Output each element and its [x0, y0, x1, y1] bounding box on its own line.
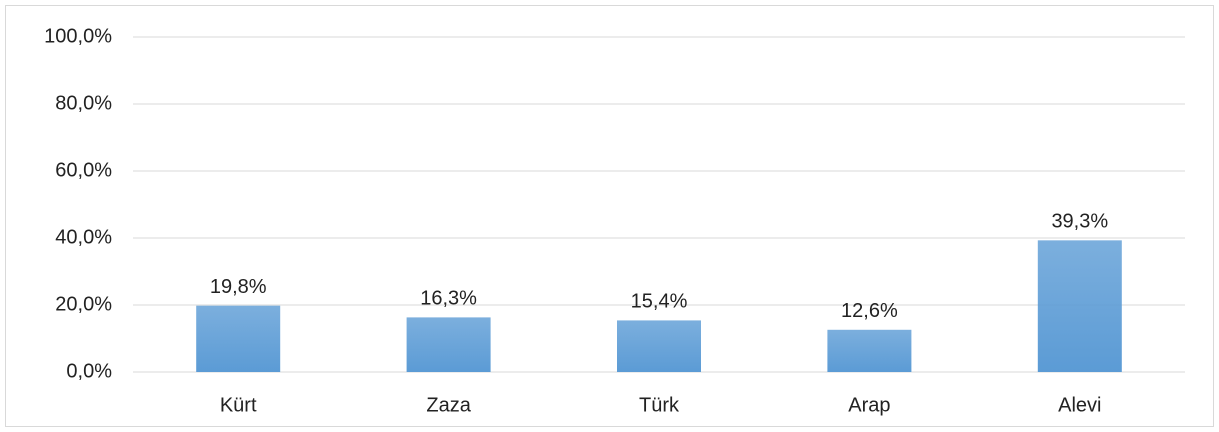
chart-frame: [5, 5, 1214, 427]
x-tick-label: Arap: [848, 394, 890, 416]
y-tick-label: 80,0%: [55, 92, 112, 114]
bar: [617, 320, 701, 372]
data-label: 39,3%: [1051, 211, 1108, 233]
bar: [827, 329, 912, 372]
data-label: 15,4%: [631, 291, 688, 313]
bar: [196, 305, 281, 372]
y-tick-label: 20,0%: [55, 293, 112, 315]
y-tick-label: 100,0%: [44, 25, 112, 47]
y-tick-label: 60,0%: [55, 159, 112, 181]
y-tick-label: 40,0%: [55, 226, 112, 248]
x-tick-label: Zaza: [426, 394, 471, 416]
bar: [1037, 240, 1122, 372]
bar: [406, 317, 491, 372]
data-label: 16,3%: [420, 288, 477, 310]
x-tick-label: Türk: [639, 394, 680, 416]
y-tick-label: 0,0%: [66, 360, 112, 382]
data-label: 19,8%: [210, 276, 267, 298]
x-tick-label: Kürt: [220, 394, 257, 416]
x-tick-label: Alevi: [1058, 394, 1101, 416]
data-label: 12,6%: [841, 300, 898, 322]
